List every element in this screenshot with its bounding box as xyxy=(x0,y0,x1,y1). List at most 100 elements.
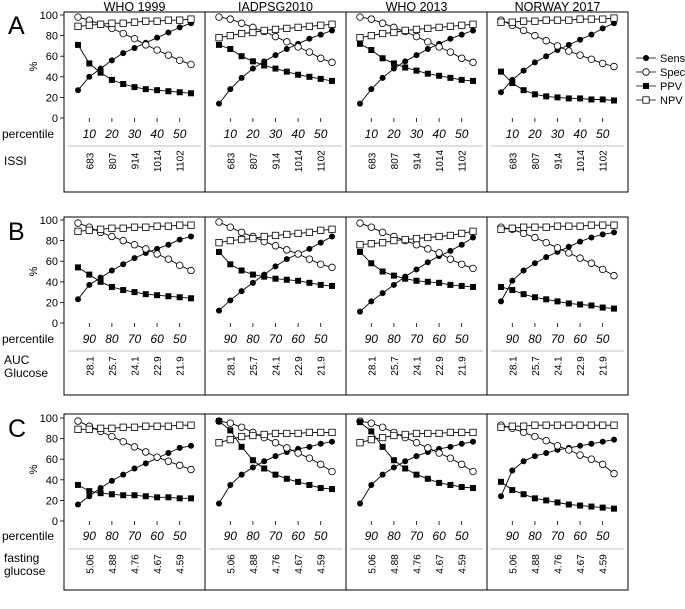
percentile-tick-label: 80 xyxy=(387,332,401,346)
data-point-npv xyxy=(215,34,223,42)
series-npv xyxy=(215,428,336,447)
y-axis: 0 20 40 60 80 100% xyxy=(28,10,64,125)
data-point-npv xyxy=(305,228,314,236)
data-point-sens xyxy=(283,256,290,263)
data-point-sens xyxy=(470,27,476,34)
data-point-ppv xyxy=(238,443,245,450)
data-point-spec xyxy=(542,436,550,445)
data-point-spec xyxy=(519,229,528,238)
data-point-npv xyxy=(294,229,302,237)
percentile-tick-label: 80 xyxy=(387,529,401,543)
data-point-npv xyxy=(97,20,105,28)
data-point-ppv xyxy=(611,97,617,104)
data-point-npv xyxy=(305,428,314,437)
data-point-npv xyxy=(587,221,596,229)
data-point-sens xyxy=(75,501,81,508)
data-point-ppv xyxy=(390,272,397,279)
data-point-spec xyxy=(142,448,150,456)
percentile-tick-label: 90 xyxy=(224,332,238,346)
data-point-npv xyxy=(469,20,477,28)
percentile-tick-label: 90 xyxy=(83,529,97,543)
percentile-tick-label: 50 xyxy=(314,127,328,141)
data-point-sens xyxy=(131,255,138,262)
data-point-npv xyxy=(435,232,443,241)
data-point-npv xyxy=(328,20,336,28)
data-point-sens xyxy=(97,485,104,492)
y-tick-label: 40 xyxy=(46,72,58,84)
data-point-ppv xyxy=(424,475,431,482)
data-point-ppv xyxy=(424,70,431,77)
series-npv xyxy=(215,20,336,42)
data-point-ppv xyxy=(390,457,397,464)
legend-item-ppv: PPV xyxy=(636,81,683,93)
data-point-npv xyxy=(520,223,528,231)
data-point-npv xyxy=(412,234,421,243)
data-point-ppv xyxy=(554,94,561,101)
data-point-ppv xyxy=(436,479,443,486)
series-ppv xyxy=(498,283,617,312)
series-sens xyxy=(216,438,335,507)
subplot-who-1999: 90 28.1 80 25.7 70 24.1 60 22.9 50 21.9 xyxy=(68,219,201,376)
data-point-ppv xyxy=(75,41,81,48)
series-npv xyxy=(497,14,618,26)
data-point-npv xyxy=(508,422,516,430)
data-point-ppv xyxy=(447,281,454,288)
data-point-npv xyxy=(458,428,466,437)
data-point-spec xyxy=(305,454,314,462)
percentile-tick-label: 50 xyxy=(596,127,610,141)
data-point-ppv xyxy=(458,282,465,289)
data-point-ppv xyxy=(86,271,93,278)
data-point-spec xyxy=(294,250,302,258)
data-point-ppv xyxy=(176,89,183,96)
data-point-npv xyxy=(142,223,150,231)
data-point-npv xyxy=(176,221,184,229)
data-point-ppv xyxy=(108,76,115,83)
percentile-tick-label: 70 xyxy=(269,332,283,346)
subplot-norway-2017: 90 5.06 80 4.88 70 4.76 60 4.67 50 4.59 xyxy=(491,421,624,574)
data-point-npv xyxy=(553,16,562,24)
data-point-npv xyxy=(187,221,195,229)
data-point-ppv xyxy=(368,47,375,54)
percentile-tick-label: 70 xyxy=(551,332,565,346)
percentile-tick-label: 10 xyxy=(224,127,238,141)
percentile-tick-label: 30 xyxy=(128,127,142,141)
data-point-npv xyxy=(142,17,150,25)
metric-tick-label: 21.9 xyxy=(176,356,187,376)
percentile-tick-label: 80 xyxy=(528,332,542,346)
column-title-who-2013: WHO 2013 xyxy=(386,0,448,14)
percentile-tick-label: 50 xyxy=(173,529,187,543)
data-point-ppv xyxy=(142,86,149,93)
y-tick-label: 80 xyxy=(46,236,58,248)
data-point-spec xyxy=(153,453,161,461)
data-point-ppv xyxy=(295,71,302,78)
data-point-npv xyxy=(328,225,336,233)
data-point-npv xyxy=(119,224,127,232)
percentile-tick-label: 50 xyxy=(455,127,469,141)
data-point-spec xyxy=(565,249,573,257)
data-point-spec xyxy=(237,423,246,431)
data-point-spec xyxy=(294,43,302,51)
percentile-tick-label: 70 xyxy=(551,529,565,543)
metric-row-label: glucose xyxy=(4,564,46,578)
y-axis-label: % xyxy=(28,61,40,71)
data-point-ppv xyxy=(227,45,234,52)
data-point-sens xyxy=(447,247,454,254)
data-point-ppv xyxy=(413,67,420,74)
data-point-sens xyxy=(283,45,290,52)
metric-tick-label: 4.88 xyxy=(249,554,260,574)
data-point-npv xyxy=(283,429,291,438)
data-point-sens xyxy=(498,493,504,500)
data-point-spec xyxy=(531,31,539,40)
metric-tick-label: 1102 xyxy=(458,150,469,172)
subplot-who-1999: 90 5.06 80 4.88 70 4.76 60 4.67 50 4.59 xyxy=(68,417,201,574)
percentile-tick-label: 60 xyxy=(291,529,305,543)
data-point-npv xyxy=(294,429,302,438)
data-point-spec xyxy=(142,41,150,49)
metric-tick-label: 4.88 xyxy=(531,554,542,574)
data-point-spec xyxy=(237,228,246,237)
data-point-sens xyxy=(470,234,476,241)
data-point-npv xyxy=(74,22,82,30)
percentile-tick-label: 40 xyxy=(291,127,305,141)
data-point-sens xyxy=(306,35,313,42)
data-point-ppv xyxy=(357,40,363,47)
